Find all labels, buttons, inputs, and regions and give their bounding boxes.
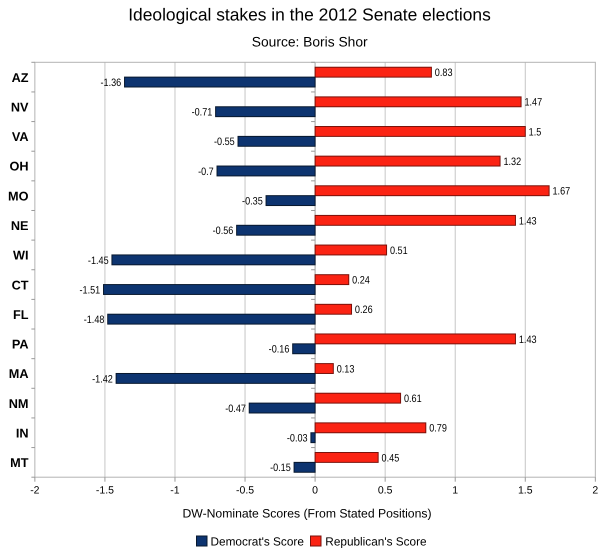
- svg-text:0.26: 0.26: [355, 304, 373, 316]
- svg-text:1.47: 1.47: [524, 97, 542, 109]
- svg-text:1.43: 1.43: [519, 215, 537, 227]
- svg-text:-0.56: -0.56: [213, 225, 234, 237]
- svg-text:0.45: 0.45: [382, 452, 400, 464]
- svg-text:Ideological stakes in the 2012: Ideological stakes in the 2012 Senate el…: [128, 4, 491, 24]
- svg-text:-1.48: -1.48: [84, 314, 105, 326]
- svg-text:-0.5: -0.5: [236, 485, 254, 497]
- svg-text:VA: VA: [12, 130, 29, 144]
- svg-text:Democrat's Score: Democrat's Score: [211, 535, 305, 549]
- svg-text:AZ: AZ: [12, 71, 29, 85]
- svg-text:-1.51: -1.51: [80, 284, 101, 296]
- svg-text:-0.35: -0.35: [242, 196, 263, 208]
- svg-text:NM: NM: [9, 397, 29, 411]
- svg-text:-0.7: -0.7: [198, 166, 214, 178]
- svg-text:1.5: 1.5: [529, 126, 542, 138]
- svg-text:DW-Nominate Scores (From State: DW-Nominate Scores (From Stated Position…: [182, 507, 431, 521]
- svg-text:2: 2: [592, 485, 598, 497]
- svg-text:-0.55: -0.55: [214, 136, 235, 148]
- svg-text:PA: PA: [12, 338, 29, 352]
- svg-text:CT: CT: [12, 278, 29, 292]
- svg-text:0.61: 0.61: [404, 393, 422, 405]
- svg-text:NE: NE: [11, 219, 29, 233]
- svg-text:-2: -2: [30, 485, 39, 497]
- svg-text:0.13: 0.13: [337, 363, 355, 375]
- svg-text:WI: WI: [13, 249, 29, 263]
- svg-text:MO: MO: [8, 189, 29, 203]
- svg-text:-0.15: -0.15: [270, 462, 291, 474]
- svg-text:0.5: 0.5: [378, 485, 393, 497]
- svg-text:IN: IN: [16, 426, 29, 440]
- svg-text:1.5: 1.5: [518, 485, 533, 497]
- svg-text:OH: OH: [9, 160, 28, 174]
- svg-text:FL: FL: [13, 308, 29, 322]
- svg-text:0.79: 0.79: [429, 423, 447, 435]
- svg-text:MA: MA: [9, 367, 29, 381]
- svg-text:-1.5: -1.5: [96, 485, 114, 497]
- svg-text:MT: MT: [10, 456, 29, 470]
- svg-text:-0.16: -0.16: [269, 344, 290, 356]
- svg-text:1.32: 1.32: [503, 156, 521, 168]
- svg-text:1.43: 1.43: [519, 334, 537, 346]
- svg-text:1.67: 1.67: [553, 186, 571, 198]
- svg-text:Republican's Score: Republican's Score: [325, 535, 427, 549]
- svg-text:0.24: 0.24: [352, 275, 370, 287]
- svg-text:0: 0: [312, 485, 318, 497]
- svg-text:-0.03: -0.03: [287, 433, 308, 445]
- svg-text:0.83: 0.83: [435, 67, 453, 79]
- svg-text:-0.47: -0.47: [225, 403, 246, 415]
- svg-text:-1: -1: [170, 485, 179, 497]
- svg-text:-1.42: -1.42: [92, 373, 113, 385]
- svg-text:Source: Boris Shor: Source: Boris Shor: [252, 35, 368, 50]
- svg-text:-1.45: -1.45: [88, 255, 109, 267]
- svg-text:1: 1: [452, 485, 458, 497]
- svg-text:-0.71: -0.71: [192, 107, 213, 119]
- svg-text:NV: NV: [11, 100, 29, 114]
- svg-text:0.51: 0.51: [390, 245, 408, 257]
- svg-text:-1.36: -1.36: [101, 77, 122, 89]
